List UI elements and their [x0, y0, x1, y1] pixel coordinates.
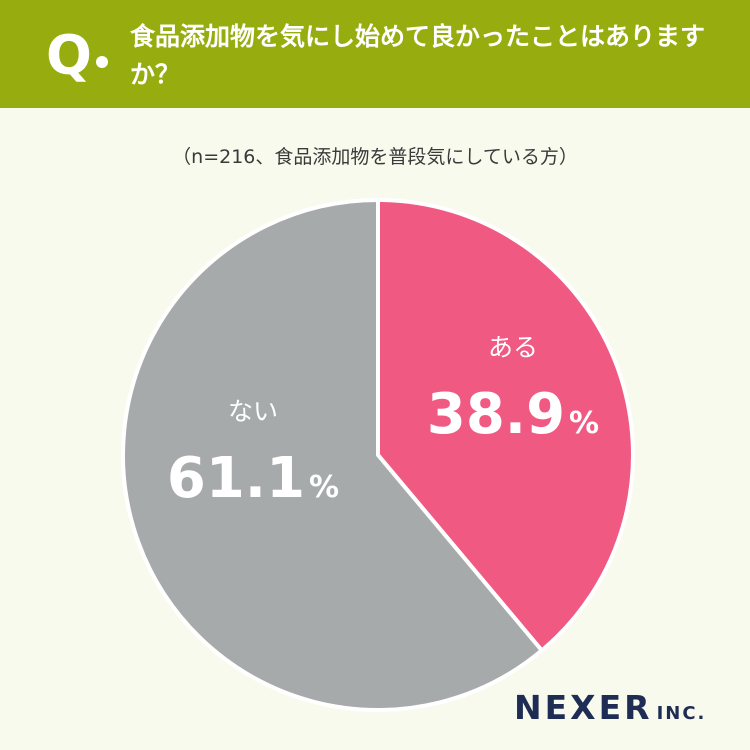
- slice-category-label: ある: [488, 333, 538, 362]
- brand-logo: NEXER INC.: [514, 688, 706, 727]
- slice-value-label: 61.1%: [167, 446, 339, 511]
- pie-slice-aru: [376, 198, 635, 653]
- slice-category-label: ない: [228, 397, 278, 426]
- brand-suffix: INC.: [656, 703, 707, 724]
- brand-name: NEXER: [514, 688, 653, 727]
- sample-note: （n=216、食品添加物を普段気にしている方）: [172, 146, 578, 168]
- pie-slice-nai: [121, 198, 544, 712]
- question-mark-letter: Q: [46, 24, 92, 87]
- question-text: 食品添加物を気にし始めて良かったことはありますか？: [130, 22, 706, 89]
- slice-value-label: 38.9%: [427, 382, 599, 447]
- question-mark-dot: [96, 56, 108, 68]
- question-banner: Q 食品添加物を気にし始めて良かったことはありますか？: [0, 0, 750, 108]
